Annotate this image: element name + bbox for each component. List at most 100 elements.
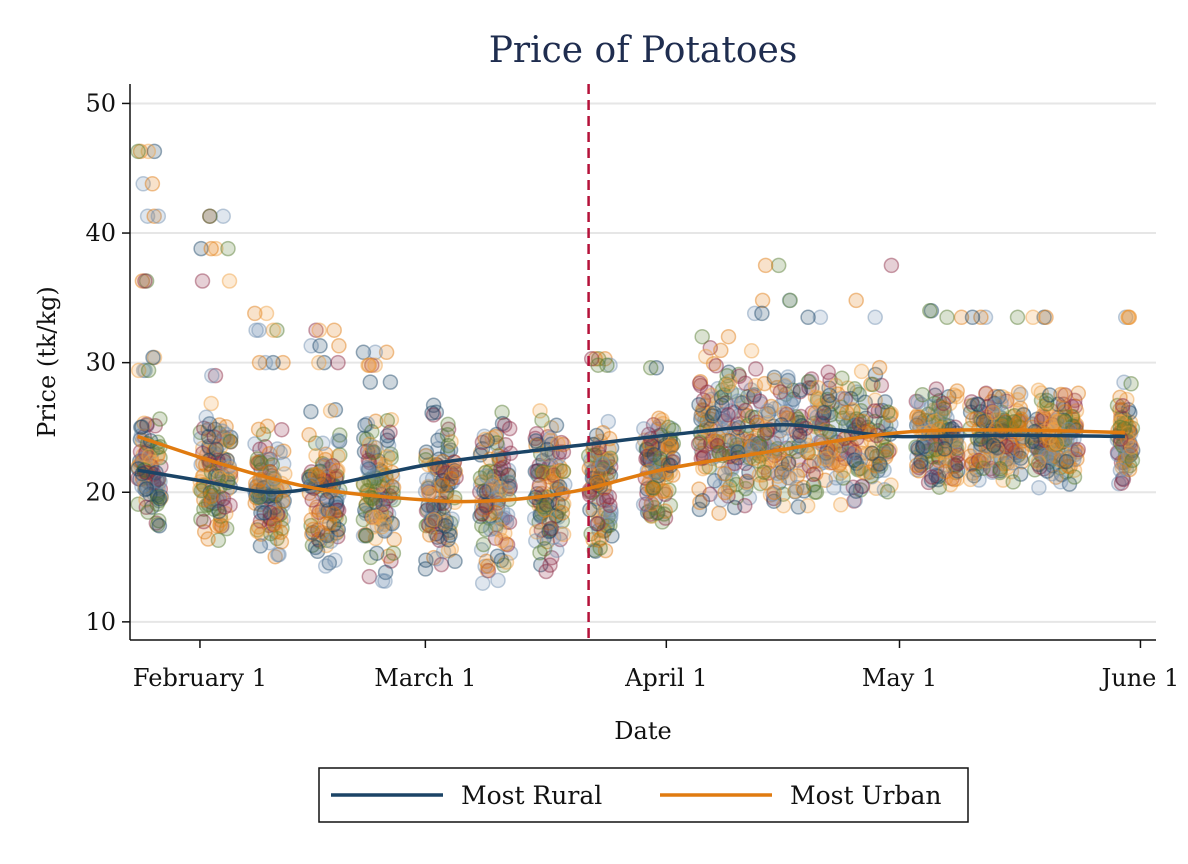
scatter-point [356, 444, 373, 460]
scatter-point [495, 459, 512, 476]
scatter-point [195, 440, 211, 456]
scatter-point [137, 445, 154, 461]
scatter-point [431, 478, 448, 494]
scatter-point [493, 461, 509, 477]
scatter-point [139, 473, 155, 489]
scatter-point [949, 383, 965, 399]
scatter-point [248, 322, 264, 338]
scatter-point [663, 438, 679, 455]
scatter-point [552, 531, 569, 548]
scatter-point [303, 338, 319, 354]
scatter-point [140, 451, 157, 467]
scatter-point [374, 573, 391, 589]
scatter-point [528, 433, 544, 449]
scatter-point [310, 466, 326, 482]
scatter-point [212, 508, 229, 524]
scatter-point [250, 519, 267, 535]
scatter-point [147, 418, 163, 434]
scatter-point [331, 338, 347, 354]
scatter-point [379, 449, 396, 465]
scatter-point [383, 450, 399, 466]
scatter-point [272, 506, 289, 522]
scatter-point [420, 516, 436, 533]
scatter-point [992, 461, 1008, 477]
scatter-point [437, 465, 454, 481]
scatter-point [376, 513, 393, 530]
scatter-point [152, 473, 168, 490]
scatter-point [480, 563, 497, 579]
scatter-point [500, 467, 517, 484]
scatter-point [274, 493, 291, 509]
scatter-point [757, 257, 774, 274]
scatter-point [535, 502, 551, 518]
scatter-point [214, 423, 231, 439]
scatter-point [193, 240, 209, 257]
x-tick-label: May 1 [862, 664, 937, 692]
scatter-point [264, 457, 281, 473]
scatter-point [550, 509, 567, 525]
scatter-point [694, 492, 711, 509]
scatter-point [134, 478, 150, 495]
scatter-point [303, 512, 320, 528]
scatter-point [314, 456, 331, 472]
scatter-point [198, 409, 214, 426]
scatter-point [442, 471, 459, 487]
scatter-point [134, 465, 151, 482]
scatter-point [913, 453, 929, 470]
scatter-point [1114, 397, 1131, 414]
scatter-point [872, 456, 888, 472]
scatter-point [251, 354, 268, 371]
scatter-point [534, 412, 550, 428]
scatter-point [304, 537, 321, 554]
scatter-point [541, 523, 557, 540]
scatter-point [200, 421, 216, 438]
scatter-point [533, 556, 549, 573]
y-axis-label: Price (tk/kg) [33, 286, 61, 437]
scatter-point [214, 518, 230, 534]
scatter-point [356, 430, 372, 447]
scatter-point [438, 513, 455, 529]
scatter-point [200, 496, 217, 513]
scatter-point [365, 519, 382, 535]
scatter-point [319, 532, 335, 549]
scatter-point [134, 453, 150, 469]
scatter-point [269, 441, 286, 457]
scatter-point [754, 305, 770, 322]
scatter-point [274, 520, 290, 537]
scatter-point [328, 525, 345, 541]
scatter-point [377, 564, 394, 581]
scatter-point [257, 438, 274, 455]
scatter-point [435, 478, 452, 494]
scatter-point [472, 470, 489, 486]
scatter-point [361, 454, 378, 471]
scatter-point [421, 517, 437, 534]
scatter-point [195, 482, 211, 498]
scatter-point [202, 208, 218, 224]
scatter-point [307, 467, 324, 483]
scatter-point [378, 504, 394, 520]
scatter-point [369, 545, 385, 561]
y-tick-label: 30 [85, 349, 116, 377]
scatter-point [713, 342, 729, 359]
scatter-point [218, 520, 235, 537]
scatter-point [329, 523, 346, 540]
scatter-point [444, 511, 460, 527]
scatter-point [218, 419, 234, 435]
scatter-point [582, 452, 599, 469]
scatter-point [1031, 479, 1047, 496]
scatter-point [270, 501, 286, 517]
scatter-point [327, 507, 344, 524]
scatter-point [1113, 475, 1130, 491]
scatter-point [208, 441, 224, 458]
scatter-point [207, 421, 223, 438]
scatter-point [439, 475, 455, 491]
scatter-point [249, 451, 266, 467]
scatter-point [311, 322, 328, 338]
scatter-point [914, 386, 931, 403]
scatter-point [743, 343, 760, 359]
scatter-point [759, 403, 776, 419]
scatter-point [805, 466, 822, 483]
scatter-point [374, 519, 390, 535]
scatter-point [203, 488, 219, 505]
scatter-point [434, 477, 450, 494]
